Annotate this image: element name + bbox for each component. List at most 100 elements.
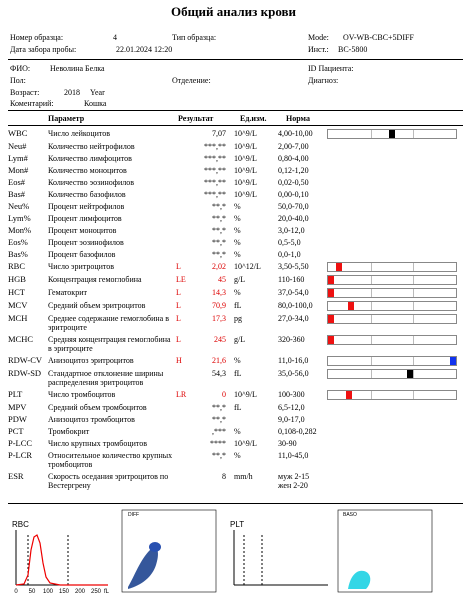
value: 2018	[64, 88, 80, 97]
norm: муж 2-15 жен 2-20	[278, 472, 327, 490]
result-row: WBC Число лейкоцитов 7,07 10^9/L 4,00-10,00	[0, 129, 467, 139]
value: Кошка	[84, 99, 107, 108]
x-tick-label: 0	[14, 589, 18, 595]
frame	[337, 509, 433, 593]
value: 22.01.2024 12:20	[116, 45, 173, 54]
code: MPV	[8, 402, 27, 412]
code: PCT	[8, 426, 24, 436]
name: Количество моноцитов	[48, 166, 127, 175]
name: Количество нейтрофилов	[48, 142, 135, 151]
range-indicator	[327, 262, 457, 272]
name: Тромбокрит	[48, 427, 90, 436]
norm: 0,02-0,50	[278, 178, 309, 187]
result-row: ESR Скорость оседания эритроцитов по Вест…	[0, 471, 467, 491]
range-indicator	[327, 129, 457, 139]
result-row: Neu% Процент нейтрофилов **,*% 50,0-70,0	[0, 202, 467, 212]
result: 45	[218, 275, 226, 284]
range-indicator	[327, 301, 457, 311]
divider	[413, 336, 415, 344]
unit: %	[234, 202, 241, 211]
unit: fL	[234, 403, 242, 412]
divider	[413, 370, 415, 378]
code: Bas#	[8, 189, 25, 199]
range-indicator	[327, 356, 457, 366]
unit: 10^9/L	[234, 129, 257, 138]
range-marker	[336, 263, 343, 271]
range-indicator	[327, 335, 457, 345]
code: HCT	[8, 287, 25, 297]
value: OV-WB-CBC+5DIFF	[343, 33, 414, 42]
x-tick-label: 150	[59, 589, 70, 595]
result-row: RBC Число эритроцитов L 2,02 10^12/L 3,50-5,5…	[0, 262, 467, 272]
divider	[413, 315, 415, 323]
divider	[370, 289, 372, 297]
divider	[370, 263, 372, 271]
norm: 0,80-4,00	[278, 154, 309, 163]
range-marker	[348, 302, 355, 310]
norm-line: муж 2-15	[278, 472, 310, 481]
divider	[370, 276, 372, 284]
label: Диагноз:	[308, 76, 339, 85]
code: Eos#	[8, 177, 25, 187]
range-marker	[406, 370, 413, 378]
name: Количество базофилов	[48, 190, 126, 199]
result: 8	[222, 472, 226, 481]
divider	[370, 302, 372, 310]
unit: 10^9/L	[234, 178, 257, 187]
histogram-label: DIFF	[128, 512, 139, 518]
result: 14,3	[212, 288, 226, 297]
code: P-LCC	[8, 438, 33, 448]
result-row: P-LCR Относительное количество крупных тр…	[0, 451, 467, 470]
norm: 320-360	[278, 335, 305, 344]
unit: 10^9/L	[234, 190, 257, 199]
histogram-label: RBC	[12, 520, 29, 529]
divider	[370, 336, 372, 344]
cluster	[128, 547, 158, 589]
x-tick-label: 50	[29, 589, 36, 595]
divider	[413, 130, 415, 138]
code: Mon#	[8, 165, 29, 175]
result-row: P-LCC Число крупных тромбоцитов **** 10^9/L…	[0, 438, 467, 449]
range-indicator	[327, 275, 457, 285]
name: Средний объем эритроцитов	[48, 301, 146, 310]
label: ФИО:	[10, 64, 31, 73]
flag: L	[176, 288, 181, 297]
name: Анизоцитоз эритроцитов	[48, 356, 134, 365]
result-row: RDW-CV Анизоцитоз эритроцитов H 21,6% 11,0-1…	[0, 356, 467, 366]
result-row: MPV Средний объем тромбоцитов **,* fL 6,5-12…	[0, 402, 467, 413]
name: Скорость оседания эритроцитов по Вестерг…	[48, 472, 169, 490]
divider	[370, 315, 372, 323]
code: ESR	[8, 471, 24, 481]
range-indicator	[327, 288, 457, 298]
name: Процент эозинофилов	[48, 238, 124, 247]
divider	[370, 370, 372, 378]
label: Тип образца:	[172, 33, 217, 42]
unit: %	[234, 226, 241, 235]
result-row: Lym# Количество лимфоцитов ***,** 10^9/L 0,8…	[0, 154, 467, 164]
code: HGB	[8, 274, 26, 284]
result: **,*	[212, 250, 226, 259]
plt-histogram: PLT	[230, 520, 328, 586]
name: Стандартное отклонение ширины распределе…	[48, 369, 164, 387]
unit: %	[234, 250, 241, 259]
result-row: Mon% Процент моноцитов **,*% 3,0-12,0	[0, 226, 467, 236]
label: Отделение:	[172, 76, 211, 85]
unit: %	[234, 238, 241, 247]
result: **,*	[212, 403, 226, 412]
cluster	[149, 542, 161, 552]
cluster	[348, 570, 371, 589]
unit: %	[234, 288, 241, 297]
code: RDW-SD	[8, 368, 42, 378]
norm-line: жен 2-20	[278, 481, 308, 490]
label: Пол:	[10, 76, 26, 85]
result-row: Eos% Процент эозинофилов **,*% 0,5-5,0	[0, 238, 467, 248]
result: 2,02	[212, 262, 226, 271]
name: Число крупных тромбоцитов	[48, 439, 148, 448]
norm: 0,12-1,20	[278, 166, 309, 175]
unit: fL	[234, 301, 242, 310]
norm: 35,0-56,0	[278, 369, 309, 378]
histograms: RBC 0 50 100 150 200 250 fL DIFF PLT BASO	[12, 509, 433, 595]
flag: L	[176, 335, 181, 344]
name: Число тромбоцитов	[48, 390, 116, 399]
